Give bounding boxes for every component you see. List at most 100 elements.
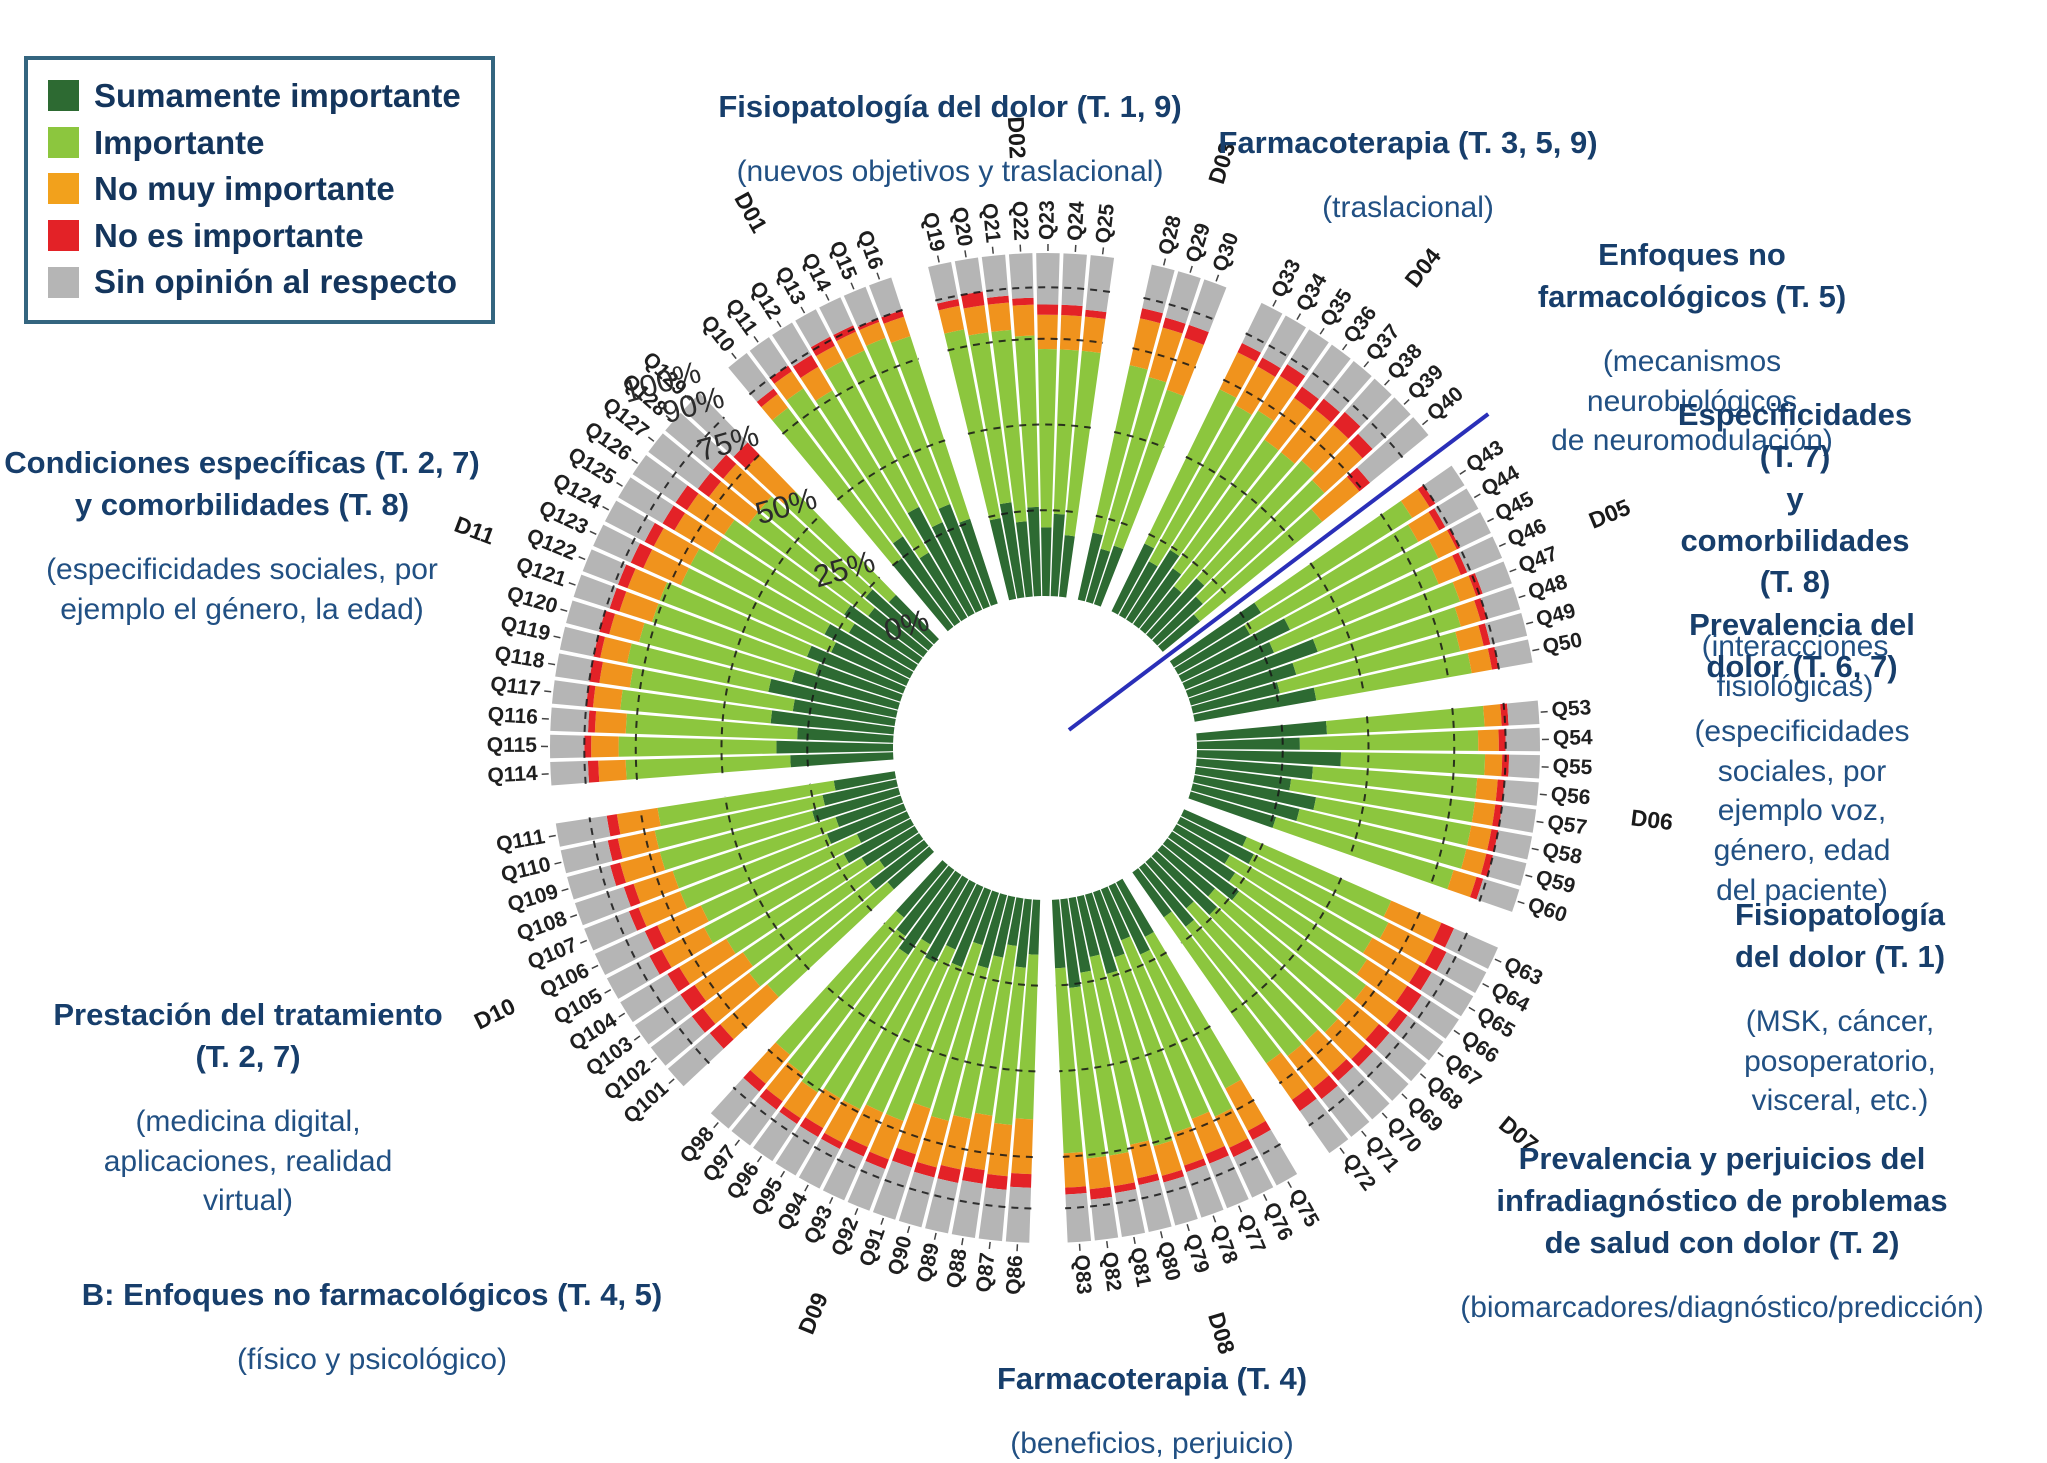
question-tick: [1509, 568, 1517, 573]
bar-segment-Q120: [566, 600, 606, 632]
bar-segment-Q21: [981, 254, 1009, 298]
bar-segment-Q14: [845, 350, 943, 528]
grid-ring-25: [808, 783, 873, 912]
question-label: Q90: [884, 1233, 917, 1277]
bar-segment-Q20: [954, 257, 983, 296]
annotation-title: Fisiopatología del dolor (T. 1): [1734, 897, 1946, 974]
bar-segment-Q54: [1505, 727, 1541, 752]
bar-segment-Q123: [831, 642, 910, 686]
bar-segment-Q110: [617, 830, 660, 859]
bar-segment-Q21: [1015, 521, 1033, 598]
bar-segment-Q119: [768, 678, 898, 718]
bar-segment-Q95: [799, 1117, 824, 1138]
bar-segment-Q39: [1195, 479, 1325, 604]
grid-ring-50: [1059, 1025, 1211, 1073]
annotation-fisiopatologia-t1-9: Fisiopatología del dolor (T. 1, 9) (nuev…: [718, 68, 1181, 210]
bar-segment-Q50: [1313, 653, 1472, 701]
question-tick: [713, 1122, 719, 1129]
bar-segment-Q129: [733, 442, 760, 469]
bar-segment-Q10: [772, 407, 902, 566]
bar-segment-Q63: [1242, 836, 1392, 917]
bar-segment-Q25: [1064, 350, 1101, 537]
question-tick: [1287, 1181, 1292, 1189]
bar-segment-Q72: [1291, 1087, 1317, 1112]
bar-segment-Q12: [772, 322, 812, 367]
bar-segment-Q48: [1188, 662, 1297, 706]
bar-segment-Q78: [1173, 1126, 1204, 1166]
legend-item-sumamente: Sumamente importante: [48, 76, 461, 116]
bar-segment-Q126: [844, 605, 923, 664]
bar-segment-Q116: [625, 713, 798, 740]
bar-segment-Q67: [1394, 1015, 1444, 1061]
bar-segment-Q107: [638, 891, 688, 927]
bar-segment-Q28: [1077, 532, 1103, 602]
bar-segment-Q68: [1375, 1032, 1427, 1082]
bar-segment-Q69: [1358, 1051, 1409, 1101]
domain-label-D10: D10: [470, 993, 519, 1035]
bar-segment-Q78: [1184, 1158, 1207, 1173]
bar-segment-Q11: [770, 365, 792, 384]
question-tick: [1296, 313, 1302, 320]
bar-segment-Q66: [1395, 985, 1422, 1013]
bar-segment-Q89: [953, 955, 1004, 1120]
question-tick: [1526, 621, 1534, 625]
bar-segment-Q124: [824, 624, 914, 679]
question-label: Q58: [1540, 838, 1584, 869]
annotation-subtitle: (biomarcadores/diagnóstico/predicción): [1460, 1290, 1984, 1324]
bar-segment-Q75: [1252, 1129, 1298, 1186]
bar-segment-Q96: [783, 1081, 818, 1119]
bar-segment-Q58: [1487, 829, 1499, 852]
bar-segment-Q43: [1400, 489, 1430, 519]
bar-segment-Q126: [686, 493, 735, 535]
bar-segment-Q66: [1168, 831, 1236, 882]
bar-segment-Q47: [1474, 561, 1512, 594]
grid-ring-25: [1095, 514, 1133, 528]
bar-segment-Q125: [674, 513, 723, 553]
bar-segment-Q64: [1436, 952, 1487, 993]
bar-segment-Q96: [898, 870, 962, 956]
annotation-farmacoterapia-t4: Farmacoterapia (T. 4) (beneficios, perju…: [997, 1340, 1307, 1463]
question-tick: [1189, 265, 1193, 273]
bar-segment-Q70: [1304, 1029, 1347, 1074]
question-tick: [734, 1139, 741, 1146]
grid-ring-50: [1309, 562, 1365, 694]
bar-segment-Q23: [1036, 253, 1060, 305]
grid-ring-50: [1185, 455, 1297, 545]
annotation-subtitle: (beneficios, perjuicio): [1010, 1426, 1294, 1460]
bar-segment-Q46: [1458, 536, 1503, 573]
bar-segment-Q102: [869, 839, 929, 890]
question-label: Q119: [498, 612, 552, 646]
bar-segment-Q129: [783, 491, 896, 603]
question-tick: [604, 989, 612, 994]
bar-segment-Q46: [1452, 552, 1468, 576]
bar-segment-Q115: [618, 736, 777, 757]
bar-segment-Q107: [584, 911, 638, 951]
bar-segment-Q67: [1354, 984, 1400, 1026]
bar-segment-Q79: [1106, 970, 1173, 1147]
bar-segment-Q75: [1225, 1079, 1266, 1131]
question-tick: [544, 690, 552, 693]
question-tick: [1540, 710, 1548, 713]
bar-segment-Q109: [620, 851, 666, 883]
question-label: Q56: [1550, 783, 1592, 810]
bar-segment-Q35: [1279, 364, 1306, 388]
question-tick: [1215, 274, 1220, 282]
bar-segment-Q55: [1484, 754, 1503, 777]
bar-segment-Q58: [1493, 830, 1533, 860]
bar-segment-Q83: [1055, 967, 1083, 1154]
bar-segment-Q129: [745, 454, 796, 504]
bar-segment-Q14: [833, 325, 856, 342]
grid-ring-75: [781, 357, 919, 435]
annotation-title: Farmacoterapia (T. 4): [996, 1361, 1308, 1396]
bar-segment-Q69: [1351, 1044, 1374, 1067]
bar-segment-Q87: [987, 1122, 1013, 1177]
grid-ring-25: [1239, 611, 1281, 708]
question-tick: [1498, 542, 1506, 548]
grid-ring-75: [1379, 513, 1450, 679]
bar-segment-Q13: [795, 309, 831, 348]
bar-segment-Q66: [1409, 995, 1459, 1039]
question-label: Q54: [1553, 726, 1593, 750]
bar-segment-Q13: [907, 506, 975, 617]
bar-segment-Q49: [1478, 623, 1491, 646]
